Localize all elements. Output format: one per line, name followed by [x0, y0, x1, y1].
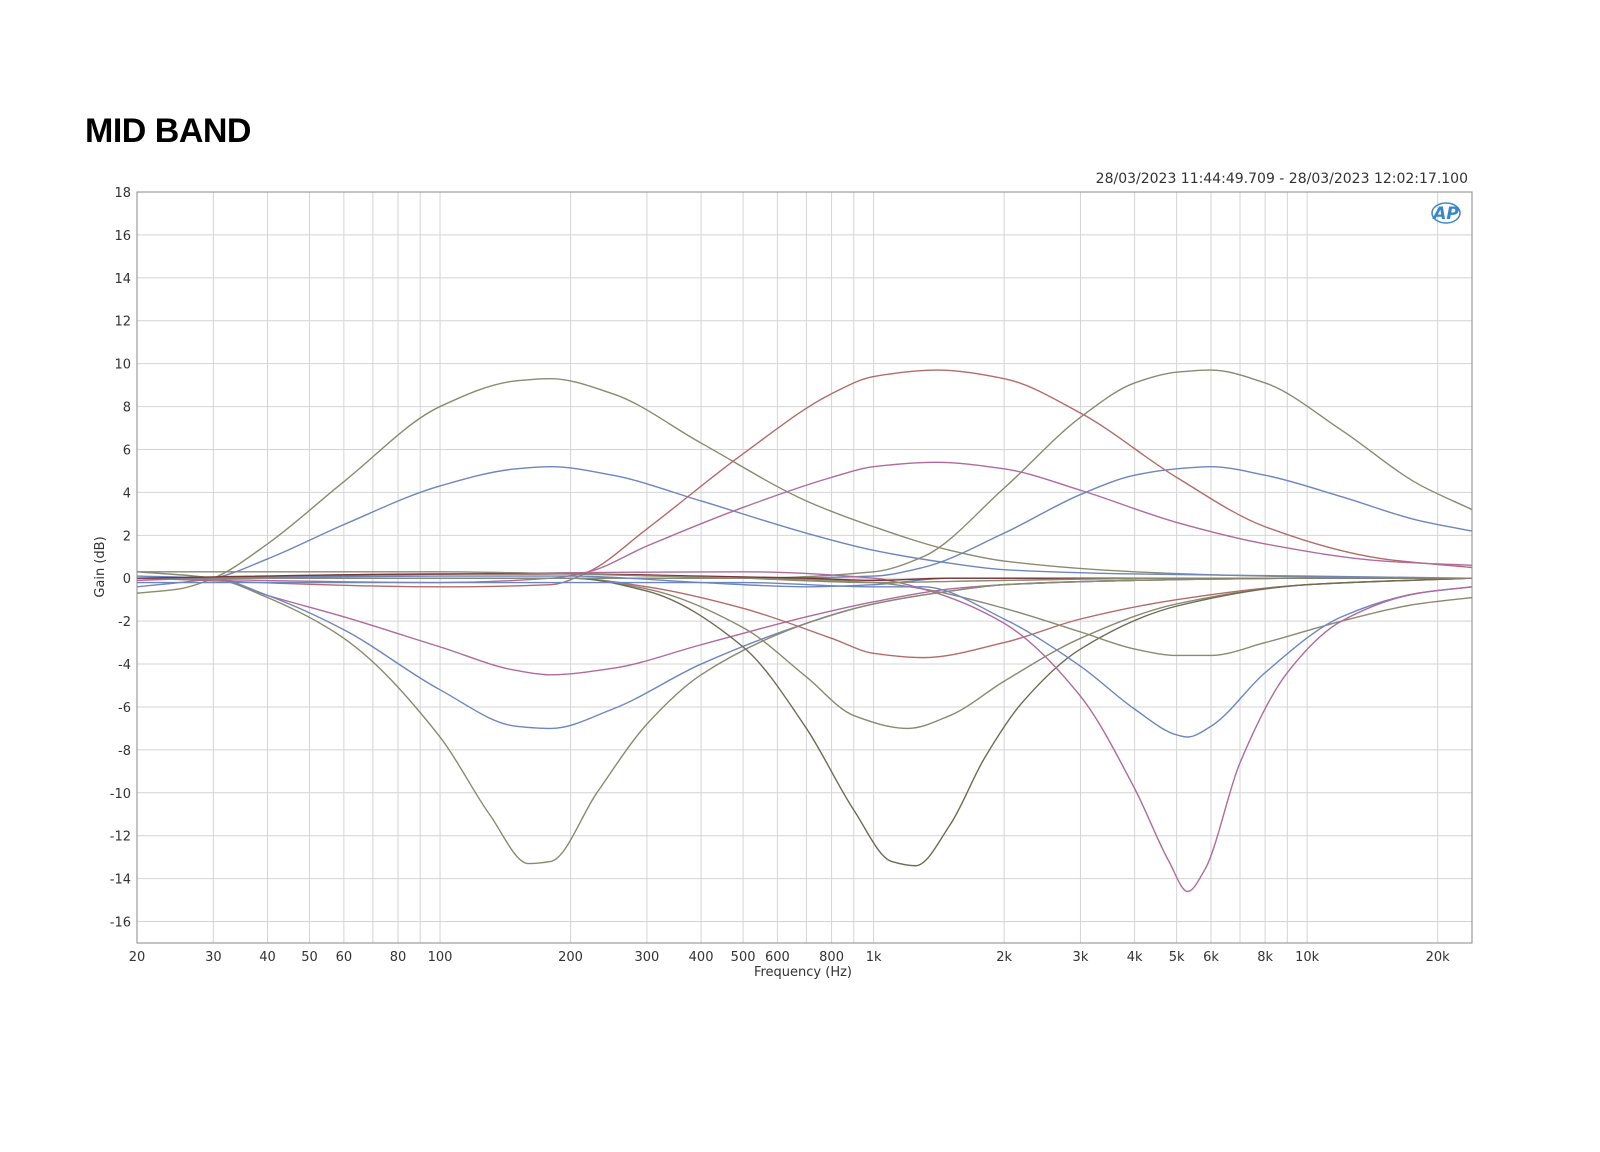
- y-axis-ticks: 18 16 14 12 10 8 6 4 2 0 -2 -4 -6 -8 -10 -12 -14 -16: [110, 186, 131, 931]
- ap-logo-ring: [1431, 202, 1461, 224]
- x-tick-label: 600: [765, 950, 790, 965]
- x-tick-label: 100: [428, 950, 453, 965]
- x-tick-label: 40: [259, 950, 276, 965]
- x-tick-label: 2k: [996, 950, 1012, 965]
- x-tick-label: 5k: [1169, 950, 1185, 965]
- y-tick-label: 2: [123, 529, 131, 544]
- series-line-10: [137, 577, 1473, 867]
- series-line-2: [136, 465, 1473, 588]
- y-tick-label: 12: [114, 315, 131, 330]
- y-tick-label: -6: [118, 701, 131, 716]
- y-tick-label: -2: [118, 615, 131, 630]
- y-tick-label: -8: [118, 744, 131, 759]
- x-tick-label: 50: [301, 950, 318, 965]
- page-title: MID BAND: [85, 112, 251, 150]
- y-tick-label: -16: [110, 916, 131, 931]
- x-tick-label: 20k: [1426, 950, 1451, 965]
- x-tick-label: 6k: [1203, 950, 1219, 965]
- ap-logo-text: AP: [1431, 204, 1459, 224]
- measurement-timestamp: 28/03/2023 11:44:49.709 - 28/03/2023 12:…: [1095, 171, 1468, 187]
- x-tick-label: 500: [731, 950, 756, 965]
- x-tick-label: 8k: [1257, 950, 1273, 965]
- y-axis-label: Gain (dB): [93, 536, 108, 597]
- series-line-5: [136, 571, 1472, 865]
- x-tick-label: 4k: [1127, 950, 1143, 965]
- plot-frame: [136, 191, 1473, 944]
- x-tick-label: 30: [205, 950, 222, 965]
- series-line-13: [137, 577, 1473, 657]
- series-line-14: [137, 581, 1473, 738]
- x-tick-label: 300: [634, 950, 659, 965]
- x-axis-ticks: 20 30 40 50 60 80 100 200 300 400 500 600 800 1k 2k 3k 4…: [129, 950, 1450, 965]
- x-tick-label: 10k: [1295, 950, 1320, 965]
- plot-background: [137, 192, 1472, 943]
- series-line-18: [137, 571, 1472, 584]
- y-tick-label: 6: [123, 443, 131, 458]
- x-tick-label: 800: [819, 950, 844, 965]
- series-line-15: [136, 571, 1473, 893]
- series-line-6: [136, 369, 1473, 588]
- x-axis-label: Frequency (Hz): [754, 965, 852, 980]
- y-tick-label: 16: [114, 229, 131, 244]
- x-tick-label: 80: [390, 950, 407, 965]
- y-tick-label: 4: [123, 486, 131, 501]
- series-line-7: [136, 461, 1473, 584]
- y-tick-label: -12: [110, 830, 131, 845]
- x-tick-label: 400: [689, 950, 714, 965]
- ap-logo: AP: [1431, 202, 1461, 224]
- y-tick-label: 0: [123, 572, 131, 587]
- y-tick-label: -4: [118, 658, 131, 673]
- series-layer: [136, 369, 1473, 893]
- y-tick-label: 10: [114, 358, 131, 373]
- y-tick-label: 8: [123, 401, 131, 416]
- x-tick-label: 60: [336, 950, 353, 965]
- x-tick-label: 1k: [866, 950, 882, 965]
- y-tick-label: 18: [114, 186, 131, 201]
- x-tick-label: 20: [129, 950, 146, 965]
- y-tick-label: 14: [114, 272, 131, 287]
- x-tick-label: 3k: [1073, 950, 1089, 965]
- grid-lines: [137, 192, 1472, 943]
- x-tick-label: 200: [558, 950, 583, 965]
- y-tick-label: -10: [110, 787, 131, 802]
- y-tick-label: -14: [110, 873, 131, 888]
